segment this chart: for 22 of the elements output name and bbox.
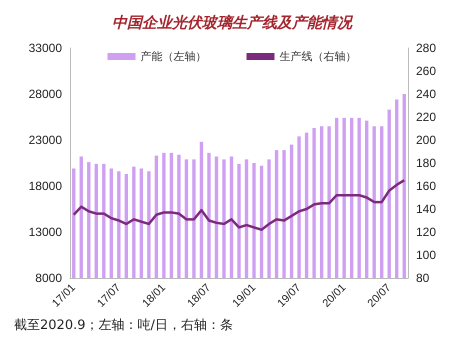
y-tick-label: 28000 [28,87,62,101]
chart-title: 中国企业光伏玻璃生产线及产能情况 [112,14,354,32]
y2-tick-label: 200 [416,133,436,147]
y2-tick-label: 220 [416,110,436,124]
legend-label: 生产线（右轴） [280,50,356,63]
y2-tick-label: 80 [416,271,430,285]
legend-label: 产能（左轴） [140,50,206,63]
y-tick-label: 18000 [28,179,62,193]
y-tick-label: 8000 [35,271,62,285]
y2-tick-label: 260 [416,64,436,78]
y2-tick-label: 120 [416,225,436,239]
y-tick-label: 33000 [28,41,62,55]
y2-tick-label: 140 [416,202,436,216]
y2-tick-label: 280 [416,41,436,55]
text: 截至2020.9；左轴：吨/日，右轴：条 [14,318,233,333]
y2-tick-label: 100 [416,248,436,262]
y2-tick-label: 160 [416,179,436,193]
y2-tick-label: 180 [416,156,436,170]
line-series [72,179,406,231]
y-tick-label: 23000 [28,133,62,147]
y-tick-label: 13000 [28,225,62,239]
y2-tick-label: 240 [416,87,436,101]
